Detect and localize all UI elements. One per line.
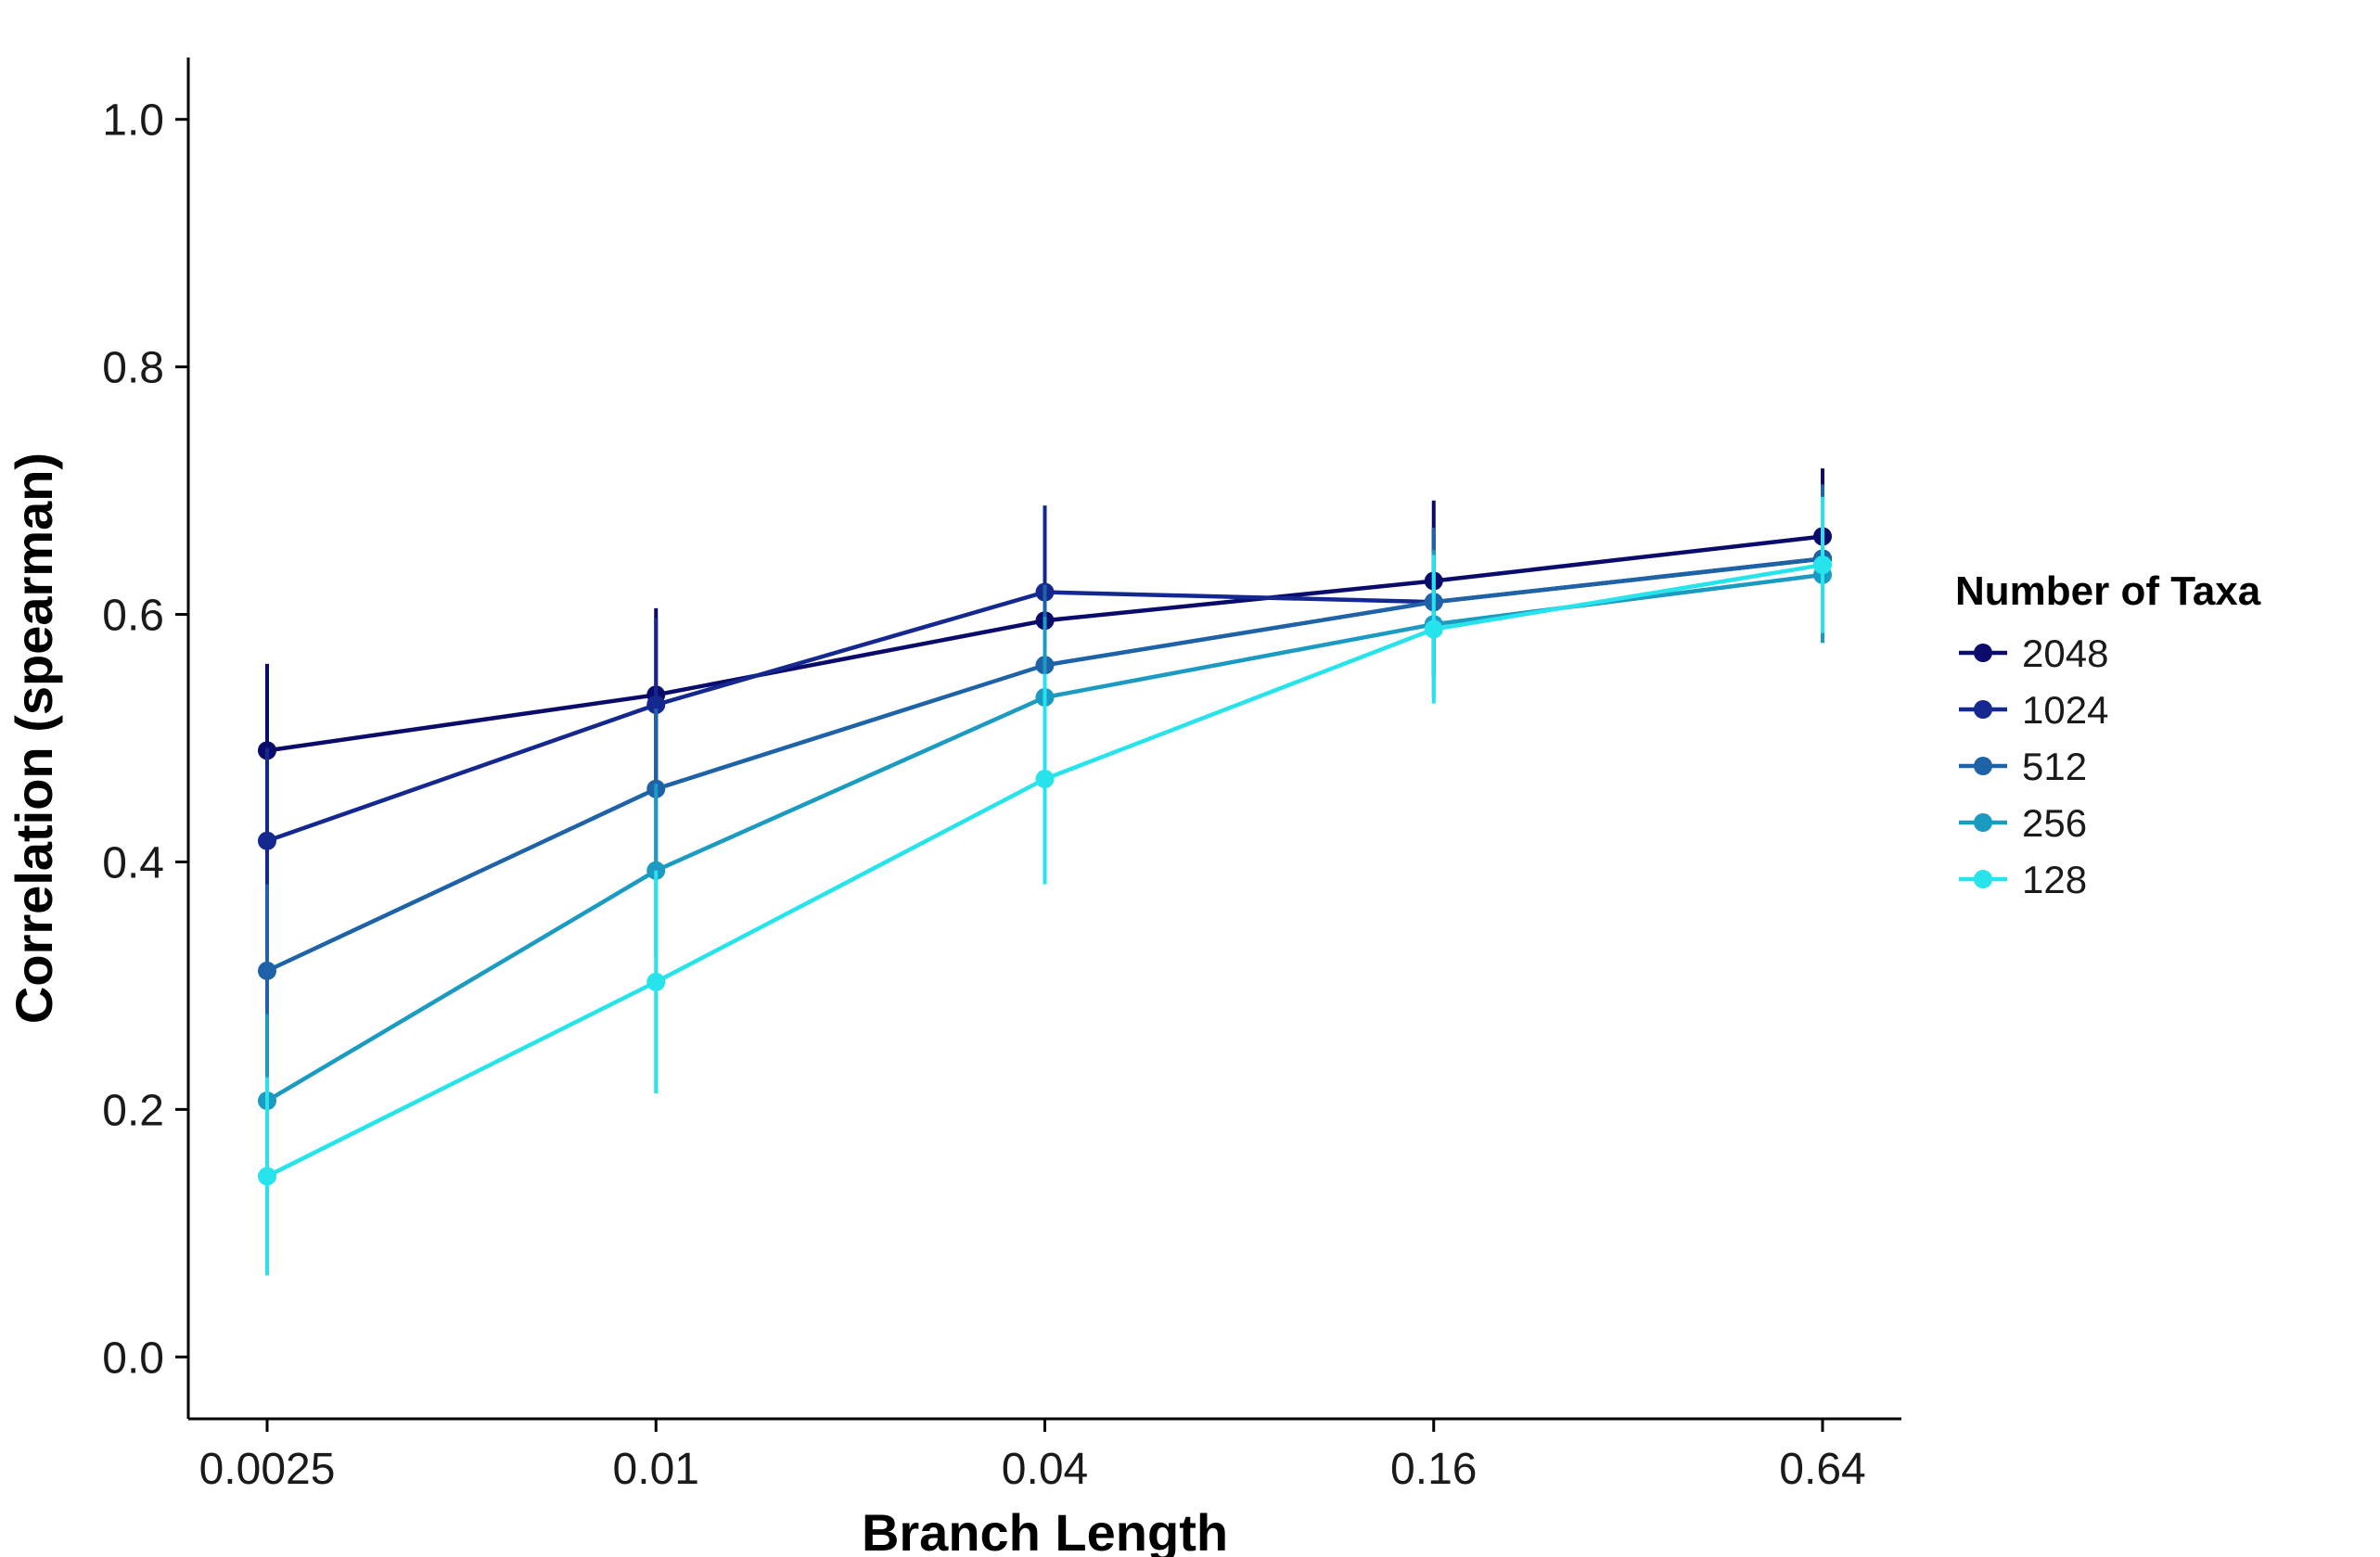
data-point — [258, 1167, 276, 1186]
y-tick-label: 0.4 — [102, 838, 164, 887]
y-tick-label: 0.0 — [102, 1334, 164, 1383]
legend-label: 512 — [2022, 745, 2087, 788]
data-point — [1813, 555, 1832, 575]
data-point — [1035, 770, 1055, 789]
y-tick-label: 0.2 — [102, 1086, 164, 1135]
legend-key-point — [1974, 757, 1992, 775]
x-axis-ticks: 0.0025 0.01 0.04 0.16 0.64 — [199, 1419, 1866, 1494]
y-axis-ticks: 0.0 0.2 0.4 0.6 0.8 1.0 — [102, 96, 188, 1383]
y-tick-label: 0.6 — [102, 592, 164, 641]
x-tick-label: 0.64 — [1779, 1445, 1865, 1494]
data-point — [258, 961, 276, 980]
x-tick-label: 0.04 — [1002, 1445, 1088, 1494]
x-axis-title: Branch Length — [862, 1503, 1228, 1557]
y-axis-title: Correlation (spearman) — [5, 453, 63, 1024]
legend-item-128: 128 — [1959, 858, 2087, 901]
y-tick-label: 1.0 — [102, 96, 164, 146]
legend-label: 128 — [2022, 858, 2087, 901]
legend-item-512: 512 — [1959, 745, 2087, 788]
legend-item-1024: 1024 — [1959, 688, 2108, 732]
data-point — [646, 972, 666, 991]
legend-items: 2048 1024 512 256 128 — [1959, 632, 2108, 901]
x-tick-label: 0.01 — [613, 1445, 699, 1494]
legend-title: Number of Taxa — [1955, 568, 2261, 614]
legend-key-point — [1974, 870, 1992, 888]
legend-item-256: 256 — [1959, 801, 2087, 845]
legend-label: 2048 — [2022, 632, 2108, 675]
y-tick-label: 0.8 — [102, 344, 164, 393]
legend: Number of Taxa 2048 1024 512 256 128 — [1955, 568, 2261, 901]
plot-area — [258, 468, 1832, 1276]
legend-key-point — [1974, 700, 1992, 719]
x-tick-label: 0.0025 — [199, 1445, 336, 1494]
legend-item-2048: 2048 — [1959, 632, 2108, 675]
legend-key-point — [1974, 644, 1992, 662]
legend-key-point — [1974, 813, 1992, 832]
data-point — [1424, 619, 1443, 639]
series-128 — [258, 496, 1832, 1276]
legend-label: 256 — [2022, 801, 2087, 845]
x-tick-label: 0.16 — [1390, 1445, 1477, 1494]
legend-label: 1024 — [2022, 688, 2108, 732]
data-point — [646, 695, 666, 714]
data-point — [258, 831, 276, 850]
